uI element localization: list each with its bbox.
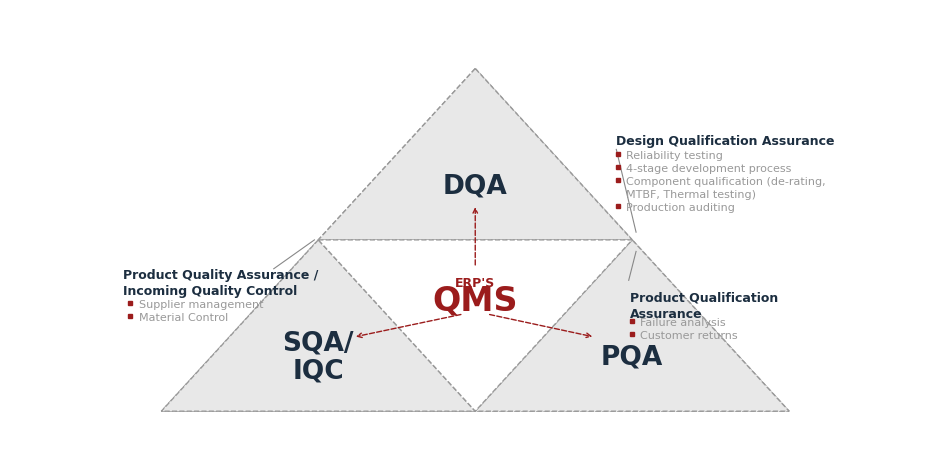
Polygon shape <box>475 240 789 411</box>
Polygon shape <box>318 240 632 411</box>
Text: Material Control: Material Control <box>139 313 228 323</box>
Text: Reliability testing: Reliability testing <box>626 151 723 161</box>
Text: SQA/
IQC: SQA/ IQC <box>282 331 354 385</box>
Text: Supplier management: Supplier management <box>139 300 263 310</box>
Text: Product Qualification
Assurance: Product Qualification Assurance <box>630 292 778 321</box>
Text: QMS: QMS <box>432 285 518 317</box>
Text: Customer returns: Customer returns <box>640 331 738 341</box>
Text: ERP'S: ERP'S <box>455 276 495 290</box>
Text: Component qualification (de-rating,
MTBF, Thermal testing): Component qualification (de-rating, MTBF… <box>626 177 826 200</box>
Text: PQA: PQA <box>601 345 663 371</box>
Text: 4-stage development process: 4-stage development process <box>626 164 791 174</box>
Text: Design Qualification Assurance: Design Qualification Assurance <box>617 135 835 148</box>
Polygon shape <box>318 68 632 240</box>
Text: Failure analysis: Failure analysis <box>640 318 726 328</box>
Text: Production auditing: Production auditing <box>626 203 735 213</box>
Text: Product Quality Assurance /
Incoming Quality Control: Product Quality Assurance / Incoming Qua… <box>123 269 318 298</box>
Text: DQA: DQA <box>443 174 507 200</box>
Polygon shape <box>162 240 475 411</box>
